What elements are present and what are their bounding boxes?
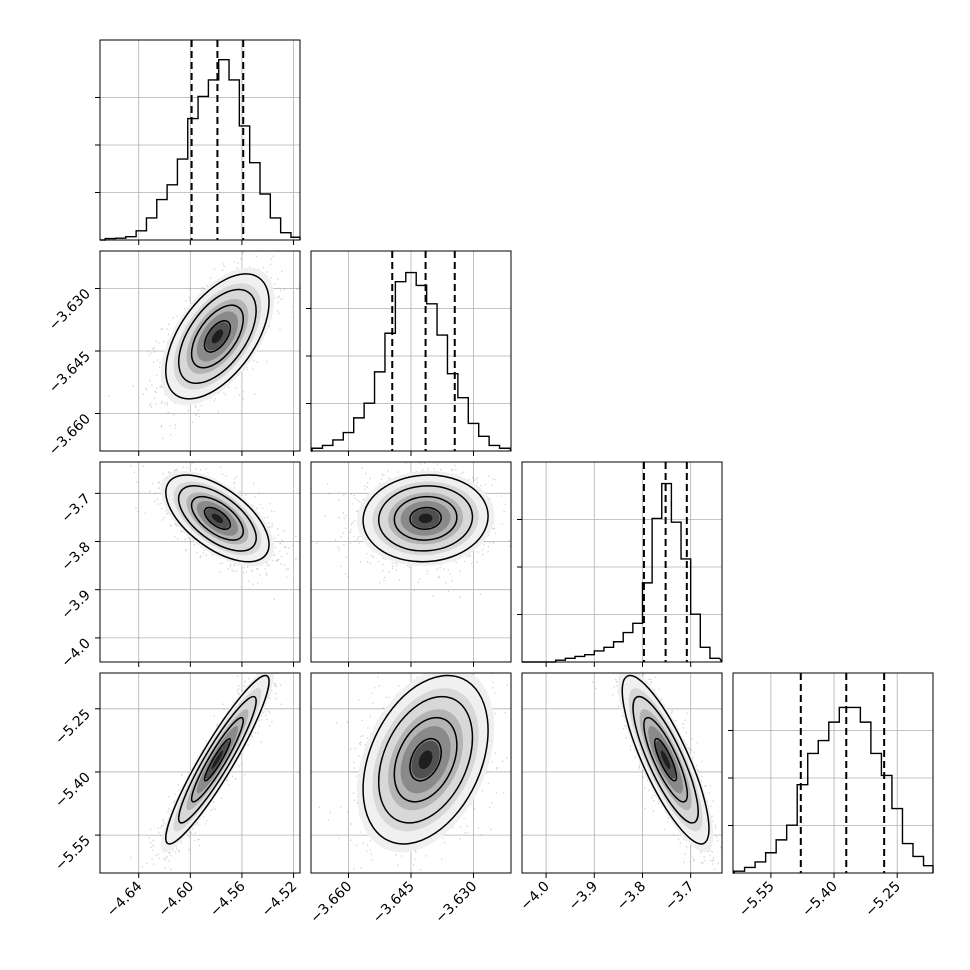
hist-panel-1 — [306, 250, 512, 456]
y-tick-label: −3.645 — [46, 349, 94, 397]
histogram-series — [733, 706, 934, 874]
x-tick-label: −3.8 — [614, 879, 649, 914]
contour-line — [190, 304, 244, 369]
density-fill — [211, 329, 224, 344]
panel-content — [318, 673, 511, 871]
contour-line — [165, 674, 270, 845]
axes-frame — [732, 672, 934, 874]
y-tick-label: −4.0 — [58, 635, 93, 670]
panel-2-0: −4.0 −3.9 −3.8 −3.7 — [58, 461, 301, 671]
panel-1-0: −3.660 −3.645 −3.630 — [46, 250, 301, 459]
axes-frame — [99, 461, 301, 663]
contour-line — [632, 695, 699, 824]
contour-line — [165, 273, 270, 400]
contour-line — [177, 485, 257, 552]
contour-line — [377, 485, 474, 552]
x-tick-label: −4.56 — [207, 878, 249, 920]
contour-line — [362, 674, 489, 845]
contour-line — [643, 716, 689, 803]
contour-line — [393, 495, 458, 541]
contour-line — [393, 716, 458, 803]
x-tick-label: −5.55 — [736, 879, 778, 921]
panel-content — [130, 462, 300, 600]
contour-line — [377, 695, 474, 824]
hist-panel-2 — [517, 461, 723, 667]
y-tick-label: −3.630 — [46, 286, 94, 334]
contour-line — [190, 495, 244, 541]
y-tick-label: −3.8 — [58, 539, 93, 574]
y-tick-label: −3.7 — [58, 491, 93, 526]
contour-line — [203, 320, 232, 353]
x-tick-label: −4.64 — [104, 878, 146, 920]
contour-line — [177, 695, 257, 824]
density-fill — [418, 750, 433, 769]
contour-line — [190, 716, 244, 803]
density-fill — [418, 513, 433, 524]
density-fill — [211, 513, 224, 524]
density-fill — [211, 750, 224, 769]
panel-3-0: −4.64 −4.60 −4.56 −4.52 −5.55 −5.40 −5.25 — [52, 672, 301, 921]
contour-line — [203, 506, 232, 530]
contour-line — [654, 737, 678, 782]
y-tick-label: −3.660 — [46, 411, 94, 459]
panel-content — [108, 251, 300, 440]
density-fill — [660, 750, 671, 769]
y-tick-label: −3.9 — [58, 587, 93, 622]
x-tick-label: −5.25 — [862, 879, 904, 921]
x-tick-label: −4.60 — [155, 879, 197, 921]
x-tick-label: −4.0 — [518, 879, 553, 914]
y-tick-label: −5.40 — [52, 769, 94, 811]
axes-frame — [521, 461, 723, 663]
histogram-series — [100, 58, 301, 241]
contour-line — [409, 506, 442, 530]
hist-panel-3: −5.55 −5.40 −5.25 — [728, 672, 934, 921]
panel-2-1 — [310, 461, 512, 667]
panel-3-1: −3.660 −3.645 −3.630 — [307, 672, 512, 927]
axes-frame — [99, 672, 301, 874]
histogram-series — [522, 482, 723, 663]
x-tick-label: −4.52 — [259, 879, 301, 921]
y-tick-label: −5.55 — [52, 833, 94, 875]
hist-panel-0 — [95, 39, 301, 245]
axes-frame — [99, 39, 301, 241]
panel-3-2: −4.0 −3.9 −3.8 −3.7 — [518, 672, 723, 914]
panel-content — [592, 673, 722, 871]
x-tick-label: −3.660 — [307, 879, 355, 927]
contour-line — [409, 737, 442, 782]
panel-content — [129, 673, 282, 871]
x-tick-label: −3.7 — [662, 879, 697, 914]
contour-line — [203, 737, 232, 782]
y-tick-label: −5.25 — [52, 706, 94, 748]
x-tick-label: −3.9 — [566, 879, 601, 914]
contour-line — [165, 474, 270, 563]
x-tick-label: −3.630 — [432, 879, 480, 927]
x-tick-label: −3.645 — [370, 879, 418, 927]
histogram-series — [311, 271, 512, 452]
contour-line — [177, 288, 257, 385]
axes-frame — [521, 672, 723, 874]
contour-line — [621, 674, 710, 845]
contour-line — [362, 474, 489, 563]
x-tick-label: −5.40 — [799, 879, 841, 921]
panel-content — [316, 462, 511, 598]
